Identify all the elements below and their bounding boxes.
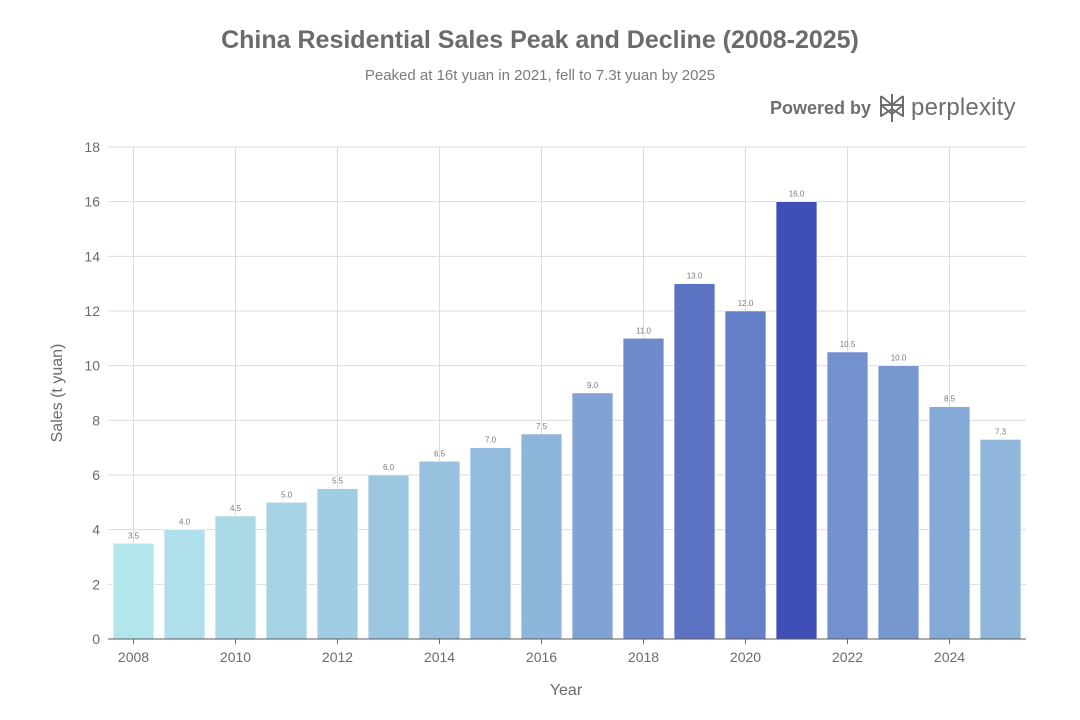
data-label-layer: 3.5 4.0 4.5 5.0 5.5 6.0 6.5 7.0 7.5 9.0 11.0 13.0 12… [128,190,1007,541]
x-tick-label: 2020 [730,649,761,665]
perplexity-logo-icon [880,94,905,122]
y-tick-label: 10 [84,358,100,374]
powered-by-badge[interactable]: Powered by perplexity [770,92,1016,124]
data-label: 4.5 [230,504,242,513]
bar-2009[interactable] [163,529,206,640]
y-tick-label: 0 [92,631,100,647]
bar-2021[interactable] [775,201,818,640]
y-tick-label: 14 [84,248,100,264]
bar-2008[interactable] [112,543,155,640]
bar-2022[interactable] [826,351,869,640]
bar-2014[interactable] [418,461,461,640]
x-tick-label: 2010 [220,649,251,665]
data-label: 7.5 [536,422,548,431]
data-label: 5.5 [332,477,344,486]
data-label: 8.5 [944,395,956,404]
data-label: 13.0 [687,272,703,281]
bar-2012[interactable] [316,488,359,640]
y-tick-label: 16 [84,194,100,210]
powered-by-label: Powered by [770,97,872,118]
x-tick-label: 2024 [934,649,965,665]
y-axis-title: Sales (t yuan) [49,344,66,443]
x-tick-label: 2012 [322,649,353,665]
x-axis-title: Year [550,682,583,699]
x-tick-label: 2016 [526,649,557,665]
data-label: 5.0 [281,490,293,499]
data-label: 10.5 [840,340,856,349]
data-label: 7.0 [485,436,497,445]
bar-2013[interactable] [367,474,410,640]
data-label: 4.0 [179,518,191,527]
x-tick-label: 2008 [118,649,149,665]
data-label: 10.0 [891,354,907,363]
bar-2023[interactable] [877,365,920,640]
y-tick-label: 12 [84,303,100,319]
data-label: 11.0 [636,326,652,335]
y-tick-label: 18 [84,139,100,155]
bar-2019[interactable] [673,283,716,640]
bar-2011[interactable] [265,502,308,640]
y-tick-label: 4 [92,522,100,538]
data-label: 6.5 [434,449,446,458]
y-tick-label: 8 [92,412,100,428]
x-tick-label: 2018 [628,649,659,665]
bar-2024[interactable] [928,406,971,640]
y-tick-label: 6 [92,467,100,483]
bar-2016[interactable] [520,433,563,640]
data-label: 6.0 [383,463,395,472]
bar-2015[interactable] [469,447,512,640]
chart-title: China Residential Sales Peak and Decline… [221,26,859,54]
x-tick-label: 2014 [424,649,455,665]
bar-2010[interactable] [214,515,257,640]
x-tick-label: 2022 [832,649,863,665]
bar-layer [112,201,1022,640]
data-label: 3.5 [128,531,140,540]
bar-2025[interactable] [979,439,1022,640]
bar-2018[interactable] [622,338,665,640]
chart-subtitle: Peaked at 16t yuan in 2021, fell to 7.3t… [364,67,716,84]
perplexity-wordmark: perplexity [911,94,1016,121]
axis-layer: 0 2 4 6 8 10 12 14 16 18 2008 2010 2012 2014 2016 2018 2… [84,139,1026,665]
data-label: 7.3 [995,427,1007,436]
data-label: 9.0 [587,381,599,390]
bar-2017[interactable] [571,392,614,640]
data-label: 16.0 [789,190,805,199]
y-tick-label: 2 [92,576,100,592]
bar-2020[interactable] [724,310,767,640]
data-label: 12.0 [738,299,754,308]
